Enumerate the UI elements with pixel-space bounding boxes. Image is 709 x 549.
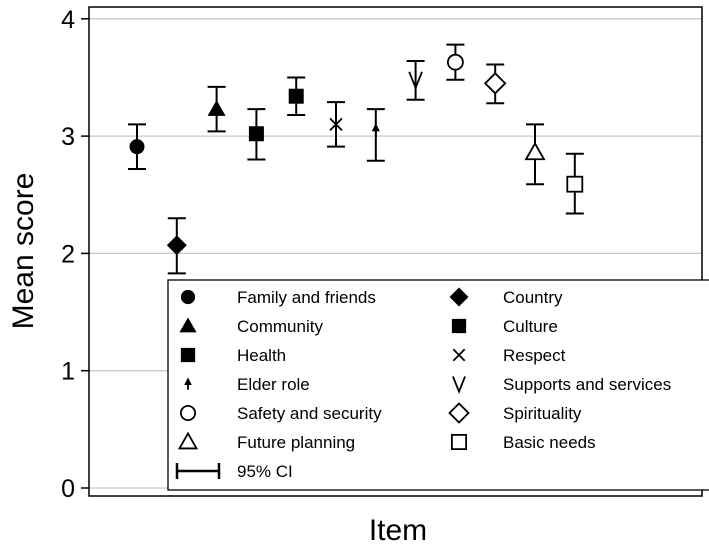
legend-label: Safety and security xyxy=(237,404,382,423)
data-points xyxy=(128,43,584,275)
data-point-supports-and-services xyxy=(406,60,425,101)
hollow-circle-marker-icon xyxy=(446,53,464,71)
legend-item: Safety and security xyxy=(179,404,382,423)
filled-circle-marker-icon xyxy=(129,139,145,155)
legend-item: Elder role xyxy=(184,375,310,394)
data-point-health xyxy=(287,76,306,116)
filled-square-marker-icon xyxy=(248,126,264,142)
filled-square-marker-icon xyxy=(180,347,196,363)
filled-diamond-marker-icon xyxy=(449,287,469,307)
legend-item: Spirituality xyxy=(448,402,582,424)
legend-item: Family and friends xyxy=(180,288,376,307)
data-point-community xyxy=(207,85,226,133)
filled-triangle-marker-icon xyxy=(179,317,197,333)
y-tick-label: 1 xyxy=(61,358,75,386)
legend-label: Spirituality xyxy=(503,404,582,423)
y-tick-label: 4 xyxy=(61,6,75,34)
legend-box xyxy=(167,279,709,491)
y-axis-title: Mean score xyxy=(7,173,40,330)
legend-label: Future planning xyxy=(237,433,355,452)
legend-label: Community xyxy=(237,317,323,336)
data-point-respect xyxy=(327,101,345,148)
data-point-country xyxy=(166,217,187,275)
legend-label: Respect xyxy=(503,346,566,365)
legend-item: Country xyxy=(449,287,563,307)
legend-item: Supports and services xyxy=(452,375,671,395)
legend-label: Supports and services xyxy=(503,375,671,394)
y-tick-label: 0 xyxy=(61,475,75,503)
data-point-culture xyxy=(247,108,266,161)
hollow-circle-marker-icon xyxy=(179,404,197,422)
small-arrow-marker-icon xyxy=(371,123,380,137)
legend-label: Basic needs xyxy=(503,433,596,452)
y-tick-label: 2 xyxy=(61,240,75,268)
filled-square-marker-icon xyxy=(288,88,304,104)
filled-diamond-marker-icon xyxy=(166,235,187,256)
legend-item: Community xyxy=(179,317,323,336)
hollow-triangle-marker-icon xyxy=(177,431,199,450)
legend: Family and friends Country Community Cultur… xyxy=(167,279,709,491)
legend-label-ci: 95% CI xyxy=(237,462,293,481)
filled-circle-marker-icon xyxy=(180,289,196,305)
data-point-safety-and-security xyxy=(446,43,465,81)
legend-label: Family and friends xyxy=(237,288,376,307)
x-marker-icon xyxy=(452,348,466,362)
legend-item: Respect xyxy=(452,346,566,365)
hollow-square-marker-icon xyxy=(450,433,468,451)
y-axis-ticks: 0 1 2 3 4 xyxy=(61,6,89,503)
legend-item: Health xyxy=(180,346,286,365)
legend-label: Health xyxy=(237,346,286,365)
plot-frame xyxy=(88,6,703,497)
hollow-square-marker-icon xyxy=(566,175,584,193)
legend-label: Elder role xyxy=(237,375,310,394)
hollow-diamond-marker-icon xyxy=(448,402,470,424)
filled-triangle-marker-icon xyxy=(207,100,226,116)
hollow-diamond-marker-icon xyxy=(483,72,507,95)
legend-item: Basic needs xyxy=(450,433,596,452)
v-marker-icon xyxy=(452,376,466,395)
x-axis-title: Item xyxy=(369,514,427,547)
hollow-triangle-marker-icon xyxy=(524,141,546,161)
x-marker-icon xyxy=(329,117,343,132)
v-marker-icon xyxy=(408,71,423,91)
small-arrow-marker-icon xyxy=(184,377,192,390)
legend-item: Culture xyxy=(451,317,558,336)
data-point-spirituality xyxy=(483,63,507,105)
y-tick-label: 3 xyxy=(61,123,75,151)
data-point-future-planning xyxy=(524,123,546,186)
filled-square-marker-icon xyxy=(451,318,467,334)
data-point-basic-needs xyxy=(565,152,584,215)
legend-label: Culture xyxy=(503,317,558,336)
data-point-family-and-friends xyxy=(128,123,146,170)
legend-label: Country xyxy=(503,288,563,307)
legend-item: Future planning xyxy=(177,431,355,452)
legend-item-ci: 95% CI xyxy=(175,462,293,481)
data-point-elder-role xyxy=(366,108,385,162)
